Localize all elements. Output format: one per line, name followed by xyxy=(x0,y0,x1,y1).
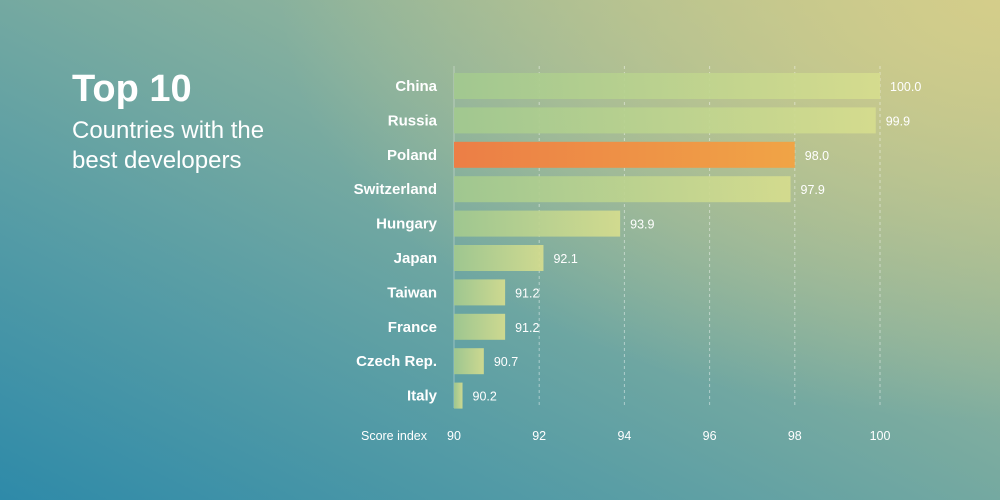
x-tick-label: 90 xyxy=(447,429,461,443)
value-label: 98.0 xyxy=(805,149,829,163)
value-label: 90.7 xyxy=(494,355,518,369)
category-label: Switzerland xyxy=(354,181,437,198)
category-label: Japan xyxy=(394,250,437,267)
category-label: Italy xyxy=(407,388,438,405)
category-label: China xyxy=(395,78,437,95)
x-axis: 90 92 94 96 98 100 Score index xyxy=(361,429,890,443)
bar-highlighted xyxy=(454,141,795,168)
value-label: 93.9 xyxy=(630,218,654,232)
x-tick-label: 100 xyxy=(870,429,891,443)
bar xyxy=(454,176,791,203)
category-label: Taiwan xyxy=(387,284,437,301)
category-label: Russia xyxy=(388,112,438,129)
labels-layer: China 100.0 Russia 99.9 Poland 98.0 Switzerlan… xyxy=(354,78,922,405)
category-label: Poland xyxy=(387,147,437,164)
bars-layer xyxy=(454,73,880,409)
bar xyxy=(454,279,506,306)
value-label: 90.2 xyxy=(473,390,497,404)
value-label: 91.2 xyxy=(515,321,539,335)
value-label: 99.9 xyxy=(886,114,910,128)
value-label: 91.2 xyxy=(515,286,539,300)
category-label: Hungary xyxy=(376,216,438,233)
category-label: Czech Rep. xyxy=(356,353,437,370)
x-tick-label: 98 xyxy=(788,429,802,443)
bar xyxy=(454,245,544,271)
bar xyxy=(454,210,621,237)
value-label: 97.9 xyxy=(801,183,825,197)
bar xyxy=(454,313,506,340)
bar xyxy=(454,107,876,134)
chart-subtitle: Countries with the best developers xyxy=(72,117,265,174)
category-label: France xyxy=(388,319,437,336)
bar xyxy=(454,382,463,409)
value-label: 92.1 xyxy=(553,252,577,266)
x-tick-label: 94 xyxy=(617,429,631,443)
x-axis-title: Score index xyxy=(361,429,428,443)
chart-title: Top 10 xyxy=(72,68,192,110)
x-tick-label: 96 xyxy=(703,429,717,443)
bar xyxy=(454,348,484,375)
bar xyxy=(454,73,880,99)
value-label: 100.0 xyxy=(890,80,921,94)
x-tick-label: 92 xyxy=(532,429,546,443)
title-block: Top 10 Countries with the best developer… xyxy=(72,68,282,176)
